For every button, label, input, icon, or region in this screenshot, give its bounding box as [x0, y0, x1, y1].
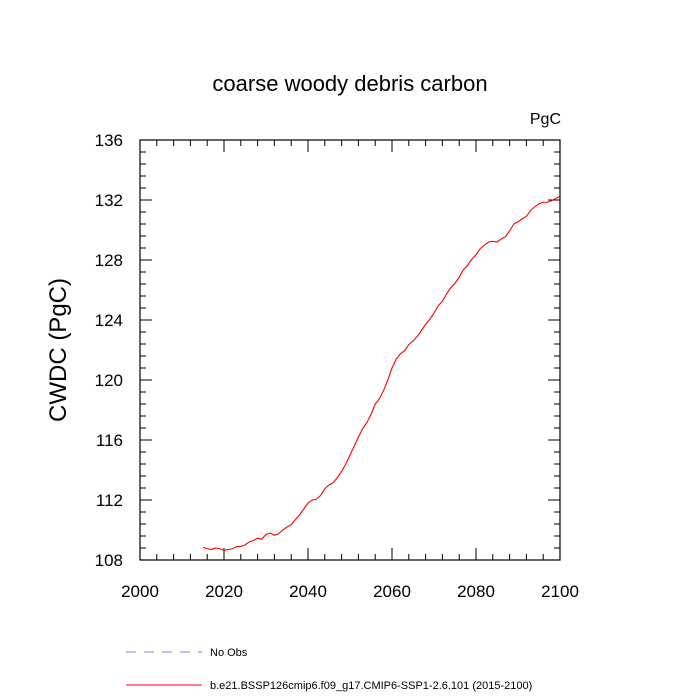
y-axis-label: CWDC (PgC) — [45, 278, 72, 422]
x-tick-label: 2020 — [205, 582, 243, 601]
x-tick-label: 2060 — [373, 582, 411, 601]
legend-label-1: b.e21.BSSP126cmip6.f09_g17.CMIP6-SSP1-2.… — [210, 680, 532, 692]
y-tick-label: 136 — [95, 131, 123, 150]
y-tick-label: 124 — [95, 311, 123, 330]
legend-label-0: No Obs — [210, 647, 248, 659]
plot-frame — [139, 139, 561, 561]
y-tick-label: 108 — [95, 551, 123, 570]
x-tick-label: 2080 — [457, 582, 495, 601]
y-tick-label: 116 — [96, 431, 123, 450]
x-tick-label: 2100 — [541, 582, 579, 601]
chart-title: coarse woody debris carbon — [212, 71, 487, 96]
y-tick-label: 132 — [95, 191, 123, 210]
x-tick-label: 2040 — [289, 582, 327, 601]
series-line-1 — [202, 195, 561, 551]
y-tick-label: 128 — [95, 251, 123, 270]
y-tick-label: 120 — [95, 371, 123, 390]
x-tick-label: 2000 — [121, 582, 159, 601]
plot-area: 2000 2020 2040 2060 2080 2100 108 112 116 120 124 1… — [95, 131, 579, 601]
legend: No Obs b.e21.BSSP126cmip6.f09_g17.CMIP6-S… — [126, 647, 532, 692]
units-label: PgC — [530, 111, 561, 128]
y-tick-label: 112 — [96, 491, 123, 510]
